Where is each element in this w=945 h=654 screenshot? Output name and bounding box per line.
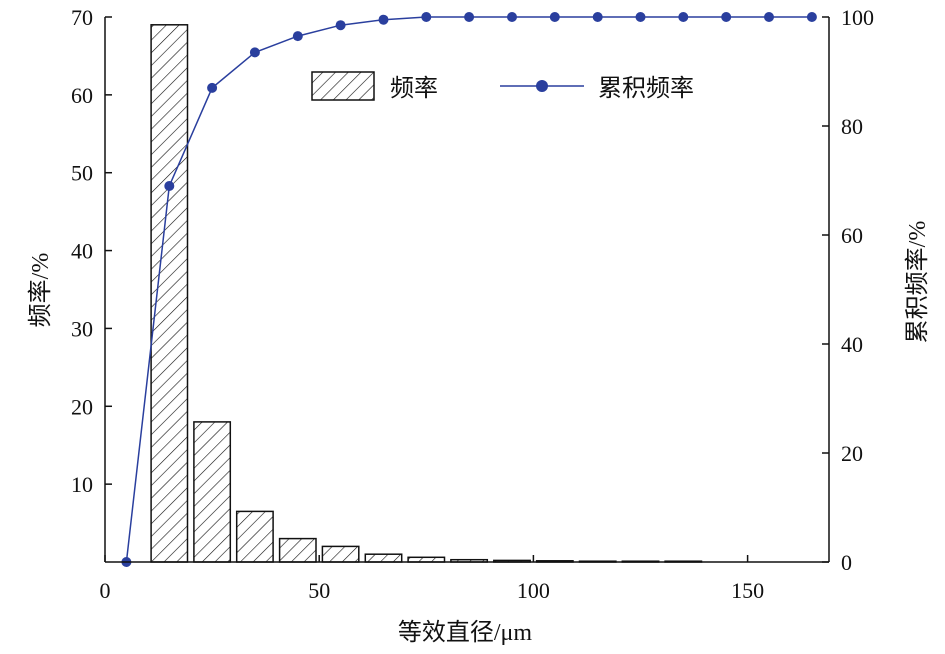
y-left-tick-label-3: 40 [71,239,93,264]
cumulative-point-2 [207,82,218,93]
x-tick-label-0: 0 [100,578,111,603]
y-left-tick-label-4: 50 [71,161,93,186]
cumulative-point-5 [335,20,346,31]
y-axis-left-title: 频率/% [27,253,54,328]
y-left-tick-label-5: 60 [71,83,93,108]
legend-swatch-marker [536,80,548,92]
y-right-tick-label-1: 20 [841,441,863,466]
y-right-tick-label-4: 80 [841,114,863,139]
cumulative-point-7 [421,12,432,22]
legend-swatch-bars [311,71,375,101]
cumulative-point-15 [764,12,774,22]
bar-3 [278,537,317,563]
y-left-tick-label-2: 30 [71,316,93,341]
y-right-tick-label-3: 60 [841,223,863,248]
bar-2 [235,510,274,563]
y-left-tick-label-0: 10 [71,472,93,497]
cumulative-point-8 [464,12,475,22]
y-left-tick-label-6: 70 [71,5,93,30]
cumulative-point-1 [164,181,175,191]
cumulative-point-12 [635,12,646,22]
bar-1 [193,421,232,563]
y-right-tick-label-0: 0 [841,550,852,575]
legend: 频率 累积频率 [311,71,694,102]
cumulative-point-9 [507,12,517,22]
y-right-tick-label-5: 100 [841,5,874,30]
legend-label-line: 累积频率 [598,75,694,102]
x-tick-label-2: 100 [517,578,550,603]
y-left-tick-label-1: 20 [71,394,93,419]
y-right-tick-label-2: 40 [841,332,863,357]
cumulative-point-13 [678,12,689,22]
x-tick-label-3: 150 [731,578,764,603]
bar-5 [364,553,403,563]
y-axis-right-title: 累积频率/% [904,221,931,344]
cumulative-point-16 [806,12,817,22]
bar-4 [321,545,360,563]
cumulative-point-14 [721,12,732,22]
cumulative-point-10 [549,12,560,22]
cumulative-point-3 [249,47,260,58]
cumulative-point-4 [292,31,303,42]
cumulative-point-6 [378,14,389,25]
x-axis-title: 等效直径/μm [398,619,533,646]
legend-label-bars: 频率 [390,75,438,102]
x-tick-label-1: 50 [308,578,330,603]
cumulative-point-11 [592,12,603,22]
